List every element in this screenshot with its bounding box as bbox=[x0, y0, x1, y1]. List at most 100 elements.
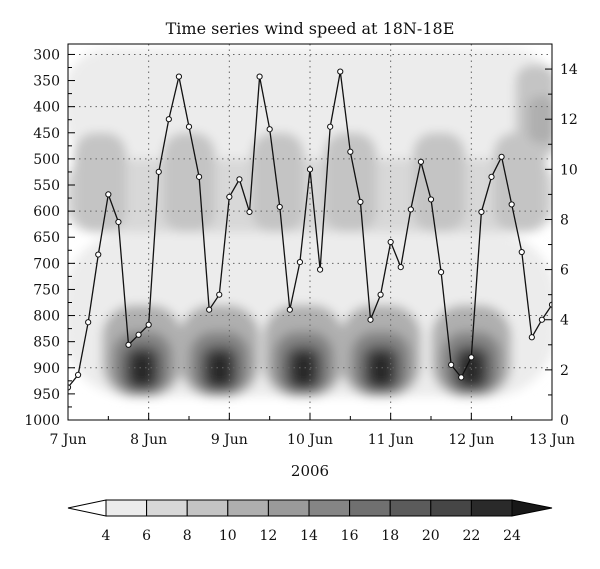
colorbar-segment bbox=[470, 499, 513, 517]
x-tick-label: 12 Jun bbox=[448, 432, 494, 448]
colorbar-tick-label: 4 bbox=[102, 528, 111, 544]
series-point bbox=[488, 173, 495, 180]
series-point bbox=[427, 196, 435, 203]
series-point bbox=[296, 258, 304, 266]
upper-level-streak-core bbox=[527, 96, 552, 144]
colorbar-segment bbox=[227, 499, 269, 517]
y-left-tick-label: 650 bbox=[33, 230, 60, 246]
x-tick-label: 9 Jun bbox=[211, 432, 248, 448]
series-point bbox=[175, 73, 183, 80]
series-point bbox=[74, 371, 82, 378]
y-right-tick-label: 14 bbox=[560, 62, 578, 78]
y-left-tick-label: 1000 bbox=[24, 413, 60, 429]
y-left-tick-label: 450 bbox=[33, 126, 60, 142]
colorbar-segment bbox=[389, 499, 432, 517]
colorbar-tick-label: 20 bbox=[422, 528, 440, 544]
series-point bbox=[498, 153, 505, 160]
heatmap-field bbox=[68, 49, 552, 397]
y-left-tick-label: 300 bbox=[33, 47, 60, 63]
series-point bbox=[508, 201, 515, 208]
y-left-tick-label: 600 bbox=[33, 204, 60, 220]
series-point bbox=[448, 361, 455, 368]
series-point bbox=[286, 306, 293, 313]
series-point bbox=[468, 354, 475, 361]
series-point bbox=[276, 203, 283, 211]
bottom-axis: 7 Jun 8 Jun 9 Jun 10 Jun 11 Jun 12 Jun 13 Jun bbox=[49, 413, 575, 448]
mid-level-tongue bbox=[324, 132, 377, 232]
series-point bbox=[95, 251, 102, 258]
series-point bbox=[226, 193, 233, 201]
colorbar-tick-label: 8 bbox=[183, 528, 192, 544]
left-axis: 300 350 400 450 500 550 600 650 700 750 800 850 900 9… bbox=[24, 47, 75, 429]
mid-level-tongue bbox=[74, 132, 127, 232]
series-point bbox=[437, 269, 445, 276]
x-tick-label: 13 Jun bbox=[529, 432, 575, 448]
series-point bbox=[458, 374, 465, 381]
x-tick-label: 11 Jun bbox=[368, 432, 414, 448]
colorbar-tick-label: 12 bbox=[259, 528, 277, 544]
heat-band-upper bbox=[68, 49, 552, 159]
colorbar-tick-label: 14 bbox=[300, 528, 318, 544]
y-left-tick-label: 800 bbox=[33, 309, 60, 325]
colorbar-segment bbox=[308, 499, 351, 517]
colorbar-tick-label: 24 bbox=[503, 528, 521, 544]
series-point bbox=[548, 301, 552, 308]
chart-title: Time series wind speed at 18N-18E bbox=[166, 19, 455, 38]
y-left-tick-label: 500 bbox=[33, 152, 60, 168]
series-point bbox=[377, 291, 384, 298]
series-point bbox=[316, 266, 324, 273]
series-point bbox=[347, 148, 354, 155]
series-point bbox=[538, 316, 546, 323]
series-point bbox=[125, 341, 132, 348]
series-point bbox=[206, 306, 213, 313]
series-point bbox=[407, 206, 414, 213]
jet-core-max bbox=[368, 352, 393, 387]
colorbar-extend-low bbox=[67, 499, 107, 517]
colorbar-segment bbox=[146, 499, 188, 517]
colorbar-segment bbox=[430, 499, 472, 517]
colorbar-segment bbox=[105, 499, 148, 517]
series-point bbox=[266, 126, 273, 133]
series-point bbox=[105, 191, 112, 198]
colorbar-extend-high bbox=[511, 499, 553, 517]
series-point bbox=[417, 158, 425, 165]
jet-core-max bbox=[130, 352, 155, 387]
series-point bbox=[327, 123, 334, 130]
y-right-tick-label: 4 bbox=[560, 313, 569, 329]
series-point bbox=[115, 218, 122, 226]
x-tick-label: 7 Jun bbox=[49, 432, 86, 448]
series-point bbox=[246, 208, 253, 216]
y-left-tick-label: 750 bbox=[33, 282, 60, 298]
colorbar-segment bbox=[267, 499, 310, 517]
y-left-tick-label: 700 bbox=[33, 256, 60, 272]
colorbar-segment bbox=[349, 499, 391, 517]
series-point bbox=[256, 73, 263, 80]
series-point bbox=[155, 168, 162, 175]
y-right-tick-label: 0 bbox=[560, 413, 569, 429]
y-left-tick-label: 850 bbox=[33, 335, 60, 351]
jet-core-max bbox=[291, 352, 316, 387]
gridlines bbox=[68, 44, 552, 420]
colorbar-tick-label: 10 bbox=[219, 528, 237, 544]
series-point bbox=[518, 248, 525, 256]
right-axis: 0 2 4 6 8 10 12 14 bbox=[545, 62, 578, 429]
y-right-tick-label: 2 bbox=[560, 363, 569, 379]
series-point bbox=[85, 319, 92, 326]
y-left-tick-label: 950 bbox=[33, 387, 60, 403]
series-point bbox=[387, 238, 394, 246]
series-point bbox=[135, 331, 142, 338]
colorbar-tick-label: 6 bbox=[142, 528, 151, 544]
series-point bbox=[337, 68, 344, 75]
wind-speed-line bbox=[68, 68, 552, 391]
series-point bbox=[306, 166, 314, 173]
colorbar: 4 6 8 10 12 14 16 18 20 22 24 bbox=[67, 499, 553, 544]
series-point bbox=[367, 316, 374, 323]
series-point bbox=[195, 173, 203, 180]
series-point bbox=[185, 123, 193, 130]
colorbar-tick-label: 22 bbox=[462, 528, 480, 544]
x-axis-label: 2006 bbox=[291, 462, 329, 480]
colorbar-tick-label: 16 bbox=[341, 528, 359, 544]
series-point bbox=[397, 263, 404, 271]
y-left-tick-label: 350 bbox=[33, 74, 60, 90]
